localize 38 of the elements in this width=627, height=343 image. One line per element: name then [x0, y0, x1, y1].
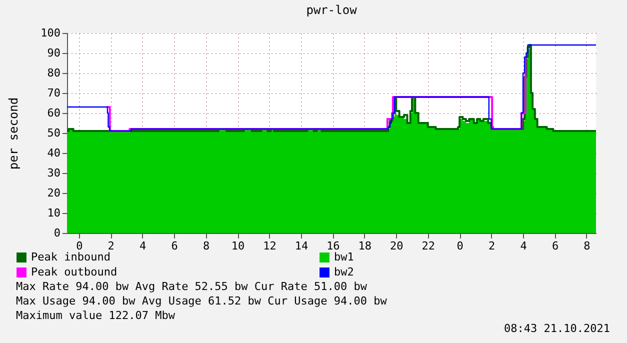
y-tick-label: 80	[47, 66, 60, 80]
y-tick-label: 30	[47, 166, 60, 180]
y-tick-label: 100	[40, 26, 60, 40]
x-tick-label: 16	[326, 240, 340, 252]
legend-label: bw1	[334, 250, 354, 264]
y-tick-label: 90	[47, 46, 60, 60]
text: Maximum value 122.07 Mbw	[16, 309, 176, 322]
legend-label: Peak inbound	[31, 250, 110, 264]
x-tick-label: 8	[202, 240, 210, 252]
x-tick-label: 10	[231, 240, 245, 252]
x-tick-label: 4	[520, 240, 528, 252]
x-tick-label: 8	[584, 240, 590, 252]
x-tick-label: 2	[108, 240, 114, 252]
x-tick-label: 18	[358, 240, 372, 252]
y-tick-label: 10	[47, 206, 60, 220]
x-tick-label: 0	[76, 240, 83, 252]
legend-label: bw2	[334, 266, 354, 278]
x-tick-label: 14	[294, 240, 308, 252]
x-tick-label: 0	[456, 240, 464, 252]
x-tick-label: 2	[488, 240, 496, 252]
x-tick-label: 22	[422, 240, 435, 252]
text: Max Rate 94.00 bw Avg Rate 52.55 bw Cur Rate 51.00 bw	[16, 280, 368, 293]
chart-title: pwr-low	[306, 3, 358, 17]
y-tick-label: 50	[47, 126, 60, 140]
y-tick-label: 0	[54, 226, 60, 240]
y-tick-label: 40	[47, 146, 60, 160]
y-tick-label: 70	[47, 86, 60, 100]
y-tick-label: 20	[47, 186, 60, 200]
x-tick-label: 12	[263, 240, 276, 252]
text: 08:43 21.10.2021	[504, 322, 610, 335]
y-axis-title: per second	[6, 97, 21, 170]
x-tick-label: 20	[390, 240, 404, 252]
y-tick-label: 60	[47, 106, 60, 120]
x-tick-label: 4	[140, 240, 147, 252]
legend-label: Peak outbound	[31, 266, 118, 278]
x-tick-label: 6	[171, 240, 178, 252]
text: Max Usage 94.00 bw Avg Usage 61.52 bw Cur Usage 94.00 bw	[16, 294, 388, 308]
x-tick-label: 6	[552, 240, 559, 252]
